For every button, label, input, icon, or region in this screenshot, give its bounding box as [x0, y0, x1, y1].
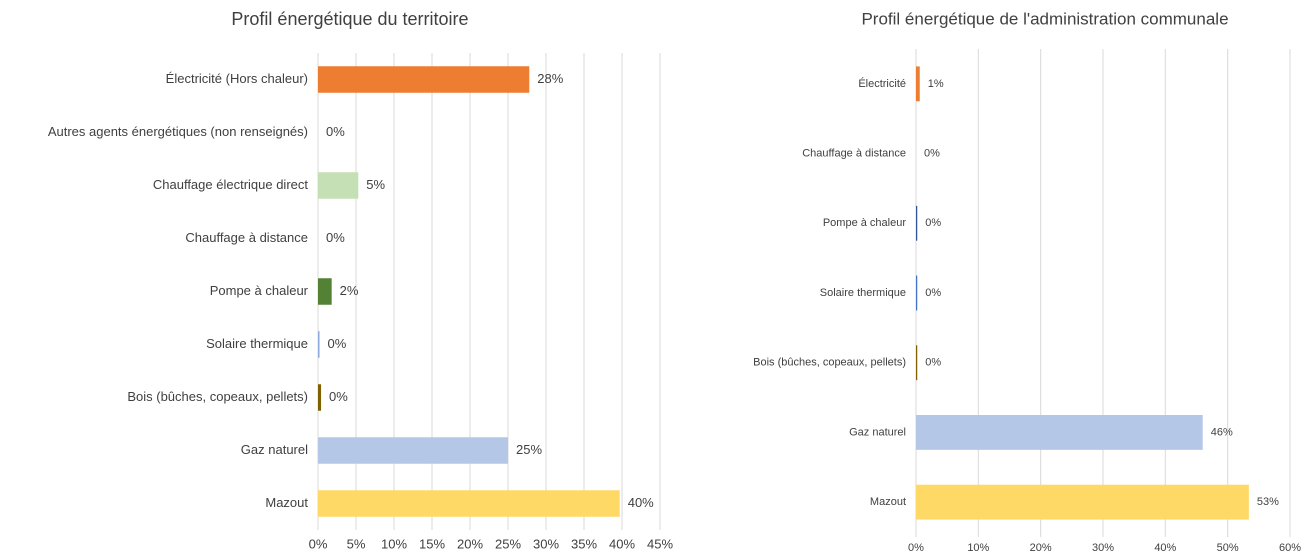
- data-label: 0%: [924, 147, 940, 159]
- data-label: 46%: [1211, 426, 1233, 438]
- x-tick-label: 0%: [309, 536, 328, 551]
- x-tick-label: 15%: [419, 536, 445, 551]
- data-label: 0%: [328, 336, 347, 351]
- x-tick-label: 40%: [1154, 542, 1176, 553]
- bar: [916, 415, 1203, 450]
- data-label: 1%: [928, 78, 944, 90]
- y-tick-label: Solaire thermique: [206, 336, 308, 351]
- bar: [318, 490, 620, 517]
- y-tick-label: Mazout: [870, 496, 906, 508]
- x-tick-label: 0%: [908, 542, 924, 553]
- x-tick-label: 40%: [609, 536, 635, 551]
- data-label: 0%: [925, 287, 941, 299]
- bar: [916, 484, 1249, 520]
- x-tick-label: 20%: [457, 536, 483, 551]
- x-tick-label: 10%: [381, 536, 407, 551]
- y-tick-label: Chauffage à distance: [185, 230, 308, 245]
- x-tick-label: 10%: [967, 542, 989, 553]
- data-label: 0%: [326, 124, 345, 139]
- bar: [916, 66, 920, 102]
- data-label: 28%: [537, 71, 563, 86]
- y-tick-label: Chauffage électrique direct: [153, 177, 309, 192]
- bar: [318, 437, 508, 464]
- data-label: 0%: [326, 230, 345, 245]
- data-label: 25%: [516, 442, 542, 457]
- y-tick-label: Électricité: [858, 77, 906, 90]
- y-tick-label: Chauffage à distance: [802, 147, 906, 159]
- y-tick-label: Solaire thermique: [820, 287, 906, 299]
- y-tick-label: Bois (bûches, copeaux, pellets): [753, 357, 906, 369]
- bar: [318, 66, 530, 93]
- x-tick-label: 35%: [571, 536, 597, 551]
- x-tick-label: 20%: [1030, 542, 1052, 553]
- data-label: 5%: [366, 177, 385, 192]
- bar: [916, 275, 918, 311]
- bar: [318, 384, 322, 411]
- y-tick-label: Bois (bûches, copeaux, pellets): [127, 389, 308, 404]
- y-tick-label: Pompe à chaleur: [210, 283, 309, 298]
- bar: [318, 278, 332, 305]
- x-tick-label: 50%: [1217, 542, 1239, 553]
- bar: [318, 172, 359, 199]
- chart-title: Profil énergétique de l'administration c…: [861, 9, 1228, 28]
- y-tick-label: Pompe à chaleur: [823, 217, 906, 229]
- bar: [318, 331, 320, 358]
- data-label: 53%: [1257, 496, 1279, 508]
- x-tick-label: 45%: [647, 536, 673, 551]
- y-tick-label: Gaz naturel: [241, 442, 308, 457]
- bar: [916, 205, 918, 241]
- data-label: 40%: [628, 495, 654, 510]
- x-tick-label: 30%: [1092, 542, 1114, 553]
- x-tick-label: 25%: [495, 536, 521, 551]
- bar: [916, 345, 918, 381]
- y-tick-label: Mazout: [265, 495, 308, 510]
- data-label: 2%: [340, 283, 359, 298]
- y-tick-label: Autres agents énergétiques (non renseign…: [48, 124, 308, 139]
- x-tick-label: 30%: [533, 536, 559, 551]
- chart-title: Profil énergétique du territoire: [231, 9, 468, 29]
- data-label: 0%: [925, 217, 941, 229]
- data-label: 0%: [925, 357, 941, 369]
- x-tick-label: 60%: [1279, 542, 1301, 553]
- y-tick-label: Gaz naturel: [849, 426, 906, 438]
- x-tick-label: 5%: [347, 536, 366, 551]
- y-tick-label: Électricité (Hors chaleur): [166, 71, 308, 86]
- data-label: 0%: [329, 389, 348, 404]
